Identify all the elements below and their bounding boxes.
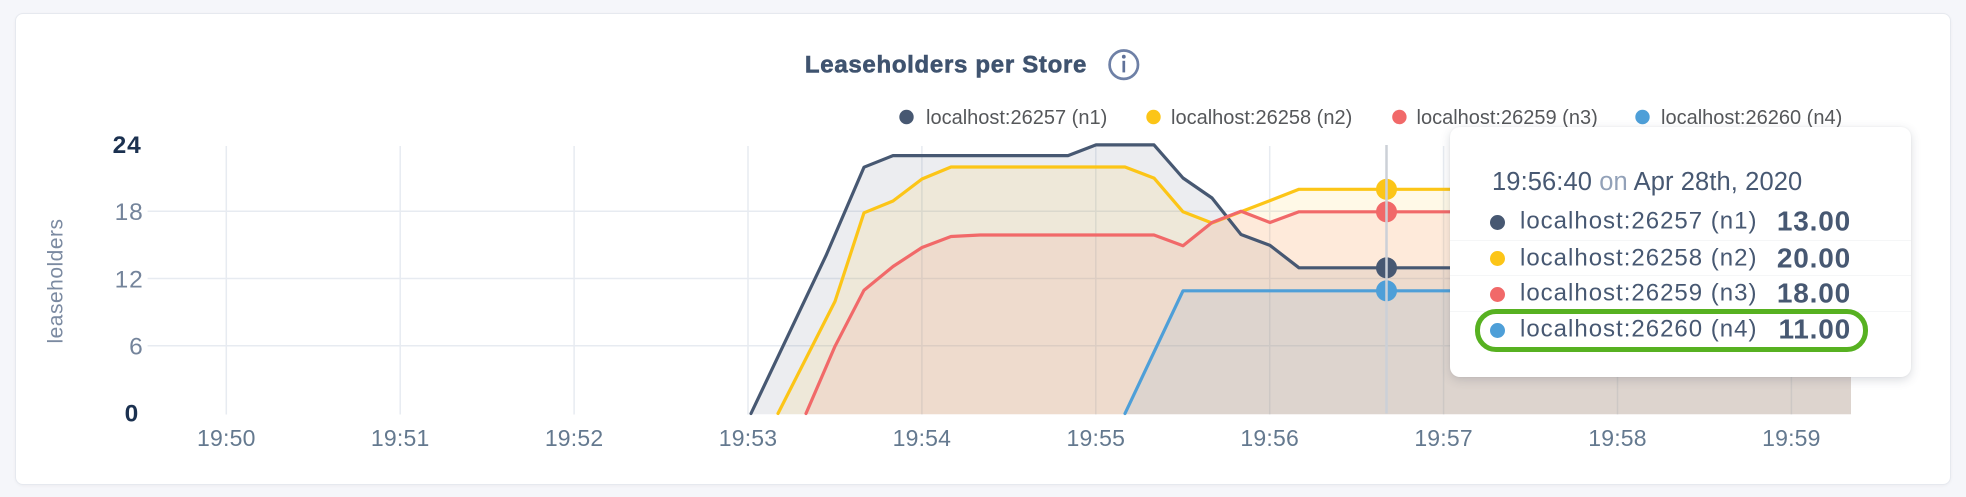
- svg-text:0: 0: [125, 401, 139, 428]
- svg-text:localhost:26260 (n4): localhost:26260 (n4): [1661, 107, 1842, 129]
- svg-text:19:50: 19:50: [197, 425, 256, 451]
- svg-text:19:52: 19:52: [545, 425, 604, 451]
- svg-text:18: 18: [115, 199, 144, 226]
- svg-text:19:57: 19:57: [1414, 425, 1473, 451]
- svg-text:24: 24: [113, 132, 142, 159]
- svg-text:12: 12: [115, 266, 144, 293]
- svg-text:19:53: 19:53: [719, 425, 778, 451]
- svg-text:19:54: 19:54: [893, 425, 952, 451]
- svg-text:19:55: 19:55: [1067, 425, 1126, 451]
- svg-text:leaseholders: leaseholders: [45, 218, 68, 343]
- svg-text:19:56: 19:56: [1240, 425, 1299, 451]
- svg-text:19:58: 19:58: [1588, 425, 1647, 451]
- svg-text:localhost:26257 (n1): localhost:26257 (n1): [926, 107, 1107, 129]
- svg-text:19:51: 19:51: [371, 425, 430, 451]
- svg-text:19:59: 19:59: [1762, 425, 1821, 451]
- svg-text:Leaseholders per Store: Leaseholders per Store: [805, 52, 1087, 79]
- svg-text:localhost:26259 (n3): localhost:26259 (n3): [1417, 107, 1598, 129]
- svg-text:6: 6: [129, 334, 143, 361]
- svg-text:localhost:26258 (n2): localhost:26258 (n2): [1171, 107, 1352, 129]
